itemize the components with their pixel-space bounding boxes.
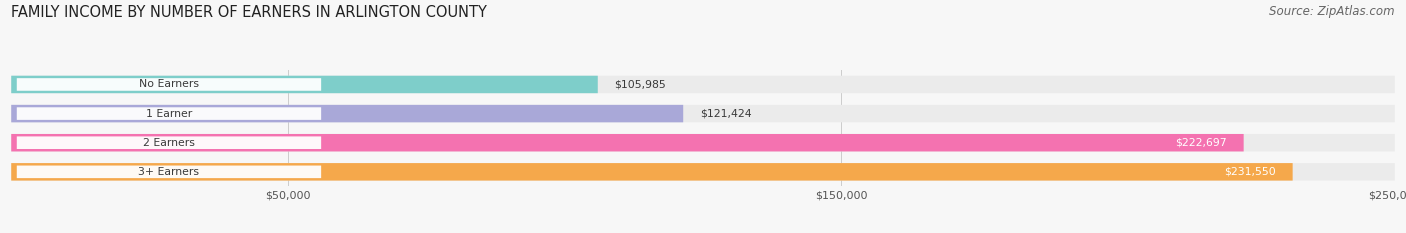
Text: 2 Earners: 2 Earners (143, 138, 195, 148)
Text: Source: ZipAtlas.com: Source: ZipAtlas.com (1270, 5, 1395, 18)
FancyBboxPatch shape (17, 78, 321, 91)
Text: 3+ Earners: 3+ Earners (138, 167, 200, 177)
FancyBboxPatch shape (11, 105, 683, 122)
FancyBboxPatch shape (17, 107, 321, 120)
Text: $231,550: $231,550 (1225, 167, 1277, 177)
Text: $121,424: $121,424 (700, 109, 751, 119)
FancyBboxPatch shape (17, 165, 321, 178)
Text: $222,697: $222,697 (1175, 138, 1227, 148)
Text: FAMILY INCOME BY NUMBER OF EARNERS IN ARLINGTON COUNTY: FAMILY INCOME BY NUMBER OF EARNERS IN AR… (11, 5, 486, 20)
FancyBboxPatch shape (11, 105, 1395, 122)
FancyBboxPatch shape (11, 134, 1244, 151)
Text: 1 Earner: 1 Earner (146, 109, 193, 119)
Text: No Earners: No Earners (139, 79, 200, 89)
FancyBboxPatch shape (11, 134, 1395, 151)
FancyBboxPatch shape (11, 76, 598, 93)
FancyBboxPatch shape (11, 163, 1395, 181)
FancyBboxPatch shape (11, 76, 1395, 93)
FancyBboxPatch shape (11, 163, 1292, 181)
FancyBboxPatch shape (17, 137, 321, 149)
Text: $105,985: $105,985 (614, 79, 666, 89)
